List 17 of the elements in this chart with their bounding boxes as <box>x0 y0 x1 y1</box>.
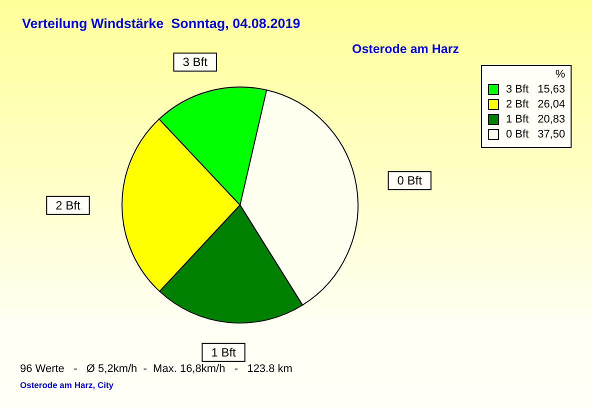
text: Osterode am Harz, City <box>20 380 114 390</box>
legend-title: % <box>555 68 566 80</box>
chart-subtitle: Osterode am Harz <box>352 42 459 56</box>
chart-title: Verteilung Windstärke Sonntag, 04.08.2019 <box>22 16 300 31</box>
slice-label: 1 Bft <box>211 345 237 360</box>
legend-label: 1 Bft <box>506 114 529 126</box>
text: 96 Werte - Ø 5,2km/h - Max. 16,8km/h - 123.8 km <box>20 363 292 375</box>
data-label: 15,63 <box>538 84 566 96</box>
slice-label: 3 Bft <box>182 55 208 70</box>
legend-label: 0 Bft <box>506 128 529 140</box>
legend-label: 3 Bft <box>506 84 529 96</box>
data-label: 37,50 <box>538 128 566 140</box>
data-label: 20,83 <box>538 114 566 126</box>
data-label: 26,04 <box>538 98 566 110</box>
slice-label: 2 Bft <box>56 198 81 212</box>
legend-label: 2 Bft <box>506 98 529 110</box>
slice-label: 0 Bft <box>397 174 423 188</box>
